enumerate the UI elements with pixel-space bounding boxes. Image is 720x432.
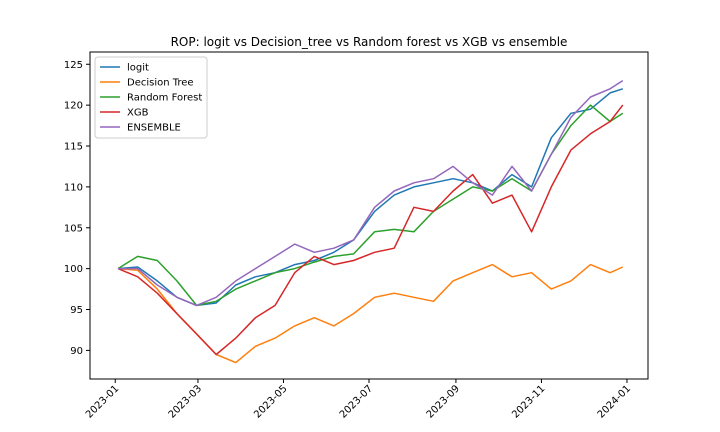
x-tick-label: 2024-01 bbox=[596, 383, 633, 420]
x-tick-label: 2023-09 bbox=[425, 383, 462, 420]
x-axis: 2023-01 2023-03 2023-05 2023-07 2023-09 2023-… bbox=[84, 379, 633, 421]
legend-label: Decision Tree bbox=[127, 78, 194, 89]
y-tick-label: 95 bbox=[70, 305, 83, 316]
y-tick-label: 105 bbox=[64, 223, 83, 234]
y-tick-label: 120 bbox=[64, 101, 83, 112]
legend-box bbox=[94, 56, 208, 139]
x-tick-label: 2023-03 bbox=[167, 383, 204, 420]
legend-label: XGB bbox=[127, 108, 149, 119]
y-tick-label: 115 bbox=[64, 142, 83, 153]
legend-label: ENSEMBLE bbox=[127, 123, 181, 134]
series-line-decision-tree bbox=[117, 263, 624, 364]
y-tick-label: 125 bbox=[64, 60, 83, 71]
legend: logit Decision Tree Random Forest XGB ENSEMB… bbox=[94, 56, 208, 139]
series-line-xgb bbox=[117, 104, 624, 356]
chart-title: ROP: logit vs Decision_tree vs Random fo… bbox=[171, 35, 568, 49]
y-axis: 90 95 100 105 110 115 120 125 bbox=[64, 60, 90, 357]
y-tick-label: 110 bbox=[64, 182, 83, 193]
series-line-ensemble bbox=[118, 79, 624, 307]
x-tick-label: 2023-11 bbox=[510, 383, 547, 420]
y-tick-label: 100 bbox=[64, 264, 83, 275]
series-layer bbox=[117, 79, 624, 364]
legend-label: Random Forest bbox=[127, 93, 202, 104]
x-tick-label: 2023-01 bbox=[84, 383, 121, 420]
legend-label: logit bbox=[127, 63, 149, 74]
y-tick-label: 90 bbox=[70, 346, 83, 357]
x-tick-label: 2023-07 bbox=[338, 383, 375, 420]
x-tick-label: 2023-05 bbox=[252, 383, 289, 420]
